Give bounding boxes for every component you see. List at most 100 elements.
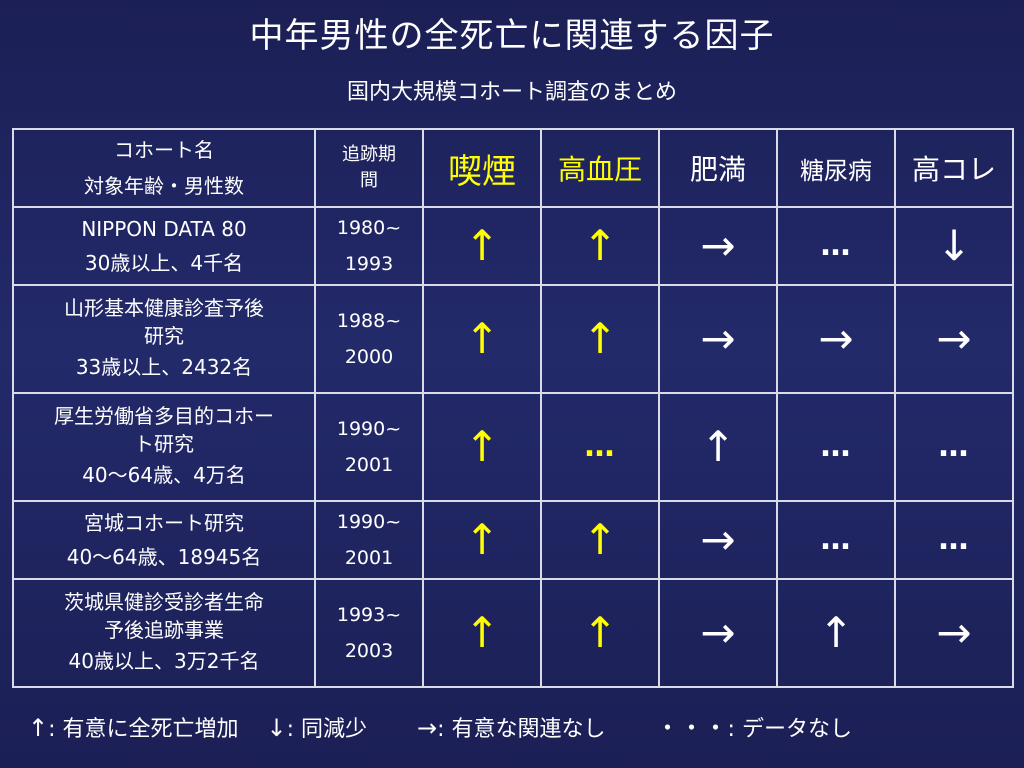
cohort-name-line: 40歳以上、3万2千名 bbox=[68, 649, 260, 673]
up-arrow-icon: ↑ bbox=[464, 515, 500, 564]
cohort-name-line: 研究 bbox=[144, 324, 184, 348]
right-arrow-icon: → bbox=[700, 515, 736, 564]
period-line: 1990~ bbox=[336, 511, 402, 533]
follow-up-period-cell: 1980~ 1993 bbox=[314, 206, 424, 286]
right-arrow-icon: → bbox=[700, 221, 736, 270]
table-row: 山形基本健康診査予後 研究 33歳以上、2432名 1988~ 2000 ↑ ↑ → → → bbox=[12, 284, 1014, 394]
cell-hypercholesterolemia: → bbox=[894, 284, 1014, 394]
header-cohort-name: コホート名 対象年齢・男性数 bbox=[12, 128, 316, 208]
cell-smoking: ↑ bbox=[422, 284, 542, 394]
cell-diabetes: ↑ bbox=[776, 578, 896, 688]
table-header-row: コホート名 対象年齢・男性数 追跡期 間 喫煙 高血圧 肥満 糖尿病 高コレ bbox=[12, 128, 1014, 208]
period-line: 1980~ bbox=[336, 217, 402, 239]
header-follow-up-period: 追跡期 間 bbox=[314, 128, 424, 208]
period-line: 2003 bbox=[344, 640, 394, 662]
legend-none-text: : データなし bbox=[727, 717, 852, 742]
up-arrow-icon: ↑ bbox=[700, 422, 736, 471]
cell-obesity: → bbox=[658, 206, 778, 286]
cohort-name-line: 33歳以上、2432名 bbox=[75, 355, 253, 379]
cohort-name-cell: 宮城コホート研究 40～64歳、18945名 bbox=[12, 500, 316, 580]
up-arrow-icon: ↑ bbox=[582, 515, 618, 564]
cell-hypercholesterolemia: … bbox=[894, 392, 1014, 502]
up-arrow-icon: ↑ bbox=[464, 608, 500, 657]
header-obesity: 肥満 bbox=[658, 128, 778, 208]
follow-up-period-cell: 1990~ 2001 bbox=[314, 500, 424, 580]
period-line: 1993~ bbox=[336, 604, 402, 626]
header-hypercholesterolemia: 高コレ bbox=[894, 128, 1014, 208]
cell-hypercholesterolemia: … bbox=[894, 500, 1014, 580]
cell-obesity: → bbox=[658, 500, 778, 580]
up-arrow-icon: ↑ bbox=[464, 314, 500, 363]
right-arrow-icon: → bbox=[700, 608, 736, 657]
cell-diabetes: … bbox=[776, 206, 896, 286]
period-line: 2001 bbox=[344, 454, 394, 476]
legend-up: ↑: 有意に全死亡増加 bbox=[28, 711, 239, 743]
table-row: 厚生労働省多目的コホー ト研究 40～64歳、4万名 1990~ 2001 ↑… ↑…… bbox=[12, 392, 1014, 502]
table-row: 宮城コホート研究 40～64歳、18945名 1990~ 2001 ↑ ↑ → … … bbox=[12, 500, 1014, 580]
legend-right: →: 有意な関連なし bbox=[417, 711, 606, 743]
cell-hypercholesterolemia: → bbox=[894, 578, 1014, 688]
table-row: NIPPON DATA 80 30歳以上、4千名 1980~ 1993 ↑ ↑ → … ↓ bbox=[12, 206, 1014, 286]
up-arrow-icon: ↑ bbox=[464, 221, 500, 270]
up-arrow-icon: ↑ bbox=[818, 608, 854, 657]
cell-diabetes: … bbox=[776, 392, 896, 502]
header-smoking: 喫煙 bbox=[422, 128, 542, 208]
cell-diabetes: … bbox=[776, 500, 896, 580]
legend-down-text: : 同減少 bbox=[286, 717, 368, 742]
cohort-name-cell: NIPPON DATA 80 30歳以上、4千名 bbox=[12, 206, 316, 286]
header-hypertension: 高血圧 bbox=[540, 128, 660, 208]
period-line: 2001 bbox=[344, 547, 394, 569]
up-arrow-icon: ↑ bbox=[582, 221, 618, 270]
cohort-name-line: 40～64歳、18945名 bbox=[66, 545, 262, 569]
cell-smoking: ↑ bbox=[422, 206, 542, 286]
up-arrow-icon: ↑ bbox=[464, 422, 500, 471]
cell-smoking: ↑ bbox=[422, 392, 542, 502]
cell-obesity: ↑ bbox=[658, 392, 778, 502]
cohort-name-line: 予後追跡事業 bbox=[104, 618, 224, 642]
follow-up-period-cell: 1993~ 2003 bbox=[314, 578, 424, 688]
follow-up-period-cell: 1990~ 2001 bbox=[314, 392, 424, 502]
period-line: 1990~ bbox=[336, 418, 402, 440]
header-period-line1: 追跡期 bbox=[342, 144, 396, 165]
header-diabetes: 糖尿病 bbox=[776, 128, 896, 208]
up-arrow-icon: ↑ bbox=[582, 314, 618, 363]
cohort-summary-table: コホート名 対象年齢・男性数 追跡期 間 喫煙 高血圧 肥満 糖尿病 高コレ N… bbox=[12, 128, 1014, 688]
up-arrow-icon: ↑ bbox=[28, 714, 49, 742]
table-body: NIPPON DATA 80 30歳以上、4千名 1980~ 1993 ↑ ↑ → … ↓ 山形基… bbox=[12, 206, 1014, 688]
cohort-name-cell: 厚生労働省多目的コホー ト研究 40～64歳、4万名 bbox=[12, 392, 316, 502]
cohort-name-line: 30歳以上、4千名 bbox=[84, 251, 244, 275]
cell-hypertension: ↑ bbox=[540, 500, 660, 580]
cell-hypertension: … bbox=[540, 392, 660, 502]
cohort-name-line: 宮城コホート研究 bbox=[84, 511, 244, 535]
cohort-name-line: 茨城県健診受診者生命 bbox=[64, 590, 264, 614]
cell-hypertension: ↑ bbox=[540, 206, 660, 286]
right-arrow-icon: → bbox=[417, 714, 438, 742]
legend-none: ・・・: データなし bbox=[656, 708, 852, 743]
legend: ↑: 有意に全死亡増加 ↓: 同減少 →: 有意な関連なし ・・・: データなし bbox=[28, 708, 852, 743]
right-arrow-icon: → bbox=[936, 608, 972, 657]
period-line: 1988~ bbox=[336, 310, 402, 332]
cell-obesity: → bbox=[658, 578, 778, 688]
slide-subtitle: 国内大規模コホート調査のまとめ bbox=[346, 80, 677, 105]
cohort-name-line: 山形基本健康診査予後 bbox=[64, 296, 264, 320]
ellipsis-icon: ・・・ bbox=[655, 714, 728, 742]
down-arrow-icon: ↓ bbox=[266, 714, 287, 742]
header-cohort-name-line2: 対象年齢・男性数 bbox=[84, 174, 244, 198]
right-arrow-icon: → bbox=[936, 314, 972, 363]
legend-up-text: : 有意に全死亡増加 bbox=[48, 717, 239, 742]
header-cohort-name-line1: コホート名 bbox=[114, 138, 214, 162]
cell-diabetes: → bbox=[776, 284, 896, 394]
ellipsis-icon: … bbox=[820, 228, 852, 263]
header-period-line2: 間 bbox=[360, 170, 378, 191]
right-arrow-icon: → bbox=[818, 314, 854, 363]
cohort-name-line: 厚生労働省多目的コホー bbox=[54, 404, 274, 428]
ellipsis-icon: … bbox=[820, 522, 852, 557]
legend-right-text: : 有意な関連なし bbox=[437, 717, 606, 742]
period-line: 1993 bbox=[344, 253, 394, 275]
ellipsis-icon: … bbox=[584, 429, 616, 464]
right-arrow-icon: → bbox=[700, 314, 736, 363]
cohort-name-line: NIPPON DATA 80 bbox=[81, 217, 247, 241]
cohort-name-line: ト研究 bbox=[134, 432, 194, 456]
up-arrow-icon: ↑ bbox=[582, 608, 618, 657]
cell-hypertension: ↑ bbox=[540, 284, 660, 394]
